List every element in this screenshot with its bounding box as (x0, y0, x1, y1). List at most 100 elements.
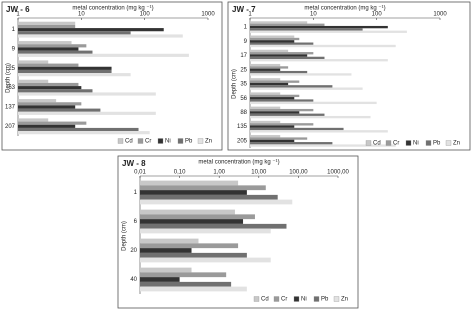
bar (250, 130, 388, 133)
legend-swatch (177, 138, 184, 144)
legend-label: Zn (453, 141, 460, 147)
legend-swatch (157, 138, 164, 144)
bar (250, 70, 308, 74)
bar (250, 101, 377, 105)
chart-title: JW - 7 (232, 5, 256, 14)
y-tick-label: 6 (134, 219, 138, 225)
bar (140, 190, 247, 195)
bar (250, 97, 295, 100)
bar (140, 272, 227, 278)
bar (18, 28, 164, 32)
bar (250, 139, 295, 143)
bar (140, 180, 239, 186)
bar (250, 125, 295, 128)
y-tick-label: 9 (244, 39, 248, 45)
bar (250, 52, 314, 55)
legend-label: Cd (373, 141, 381, 147)
bar (250, 21, 308, 24)
legend-swatch (365, 140, 372, 146)
x-axis-label: metal concentration (mg kg ⁻¹) (72, 6, 153, 12)
legend-swatch (313, 296, 320, 302)
bar (250, 66, 289, 69)
bar (250, 108, 314, 112)
bar (250, 120, 281, 124)
bar (18, 53, 189, 57)
x-axis-label: metal concentration (mg kg ⁻¹) (198, 160, 279, 166)
bar (18, 63, 79, 67)
bar (18, 99, 57, 103)
chart-title: JW - 8 (122, 159, 146, 168)
bar (140, 248, 192, 253)
bar (18, 41, 72, 45)
x-tick-label: 1000 (433, 12, 447, 18)
bar (140, 267, 192, 273)
bar (140, 281, 232, 287)
x-tick-label: 10 (78, 12, 85, 18)
bar (140, 286, 247, 292)
bar (250, 56, 325, 60)
legend-swatch (333, 296, 340, 302)
bar (250, 94, 300, 98)
bar (140, 257, 271, 263)
bar (250, 142, 333, 145)
x-tick-label: 0,01 (134, 170, 146, 176)
bar (18, 69, 112, 74)
bar (250, 87, 363, 90)
y-tick-label: 63 (8, 85, 15, 91)
bar (140, 243, 239, 249)
y-tick-label: 205 (237, 138, 248, 144)
bar (18, 102, 82, 106)
x-tick-label: 100 (140, 12, 151, 18)
bar (18, 89, 93, 93)
bar (250, 92, 281, 95)
bar (250, 85, 333, 88)
bar (18, 82, 79, 87)
bar (250, 28, 363, 31)
bar (140, 185, 266, 191)
x-tick-label: 1 (16, 12, 20, 18)
legend-swatch (197, 138, 204, 144)
legend-swatch (293, 296, 300, 302)
bar (140, 228, 271, 234)
legend-swatch (385, 140, 392, 146)
y-tick-label: 1 (244, 25, 248, 31)
bar (250, 30, 407, 33)
legend-swatch (117, 138, 124, 144)
y-tick-label: 9 (12, 47, 16, 53)
y-axis-label: Depth (cm) (6, 63, 12, 93)
bar (18, 60, 49, 64)
bar (250, 54, 308, 57)
y-tick-label: 20 (130, 248, 137, 254)
legend-swatch (405, 140, 412, 146)
x-tick-label: 1,00 (213, 170, 225, 176)
y-axis-label: Depth (cm) (122, 221, 128, 251)
bar (18, 44, 87, 48)
legend-label: Cr (393, 141, 399, 147)
x-tick-label: 1000 (201, 12, 215, 18)
bar (18, 21, 76, 25)
bar (18, 131, 150, 135)
y-tick-label: 1 (12, 27, 16, 33)
legend-label: Pb (185, 139, 193, 145)
chart-title: JW - 6 (6, 5, 30, 14)
bar (250, 49, 289, 53)
x-tick-label: 100,00 (289, 170, 308, 176)
bar (250, 42, 314, 45)
y-tick-label: 25 (240, 67, 247, 73)
bar (18, 79, 49, 83)
bar (140, 194, 278, 200)
legend-swatch (425, 140, 432, 146)
legend-swatch (137, 138, 144, 144)
bar (250, 82, 289, 86)
x-tick-label: 100 (372, 12, 383, 18)
bar (250, 25, 388, 29)
bar (250, 23, 325, 26)
bar (250, 144, 396, 147)
bar (140, 252, 247, 258)
legend-label: Zn (205, 139, 212, 145)
bar (18, 34, 183, 38)
bar (18, 31, 131, 35)
bar (250, 78, 281, 81)
bar (140, 199, 293, 205)
